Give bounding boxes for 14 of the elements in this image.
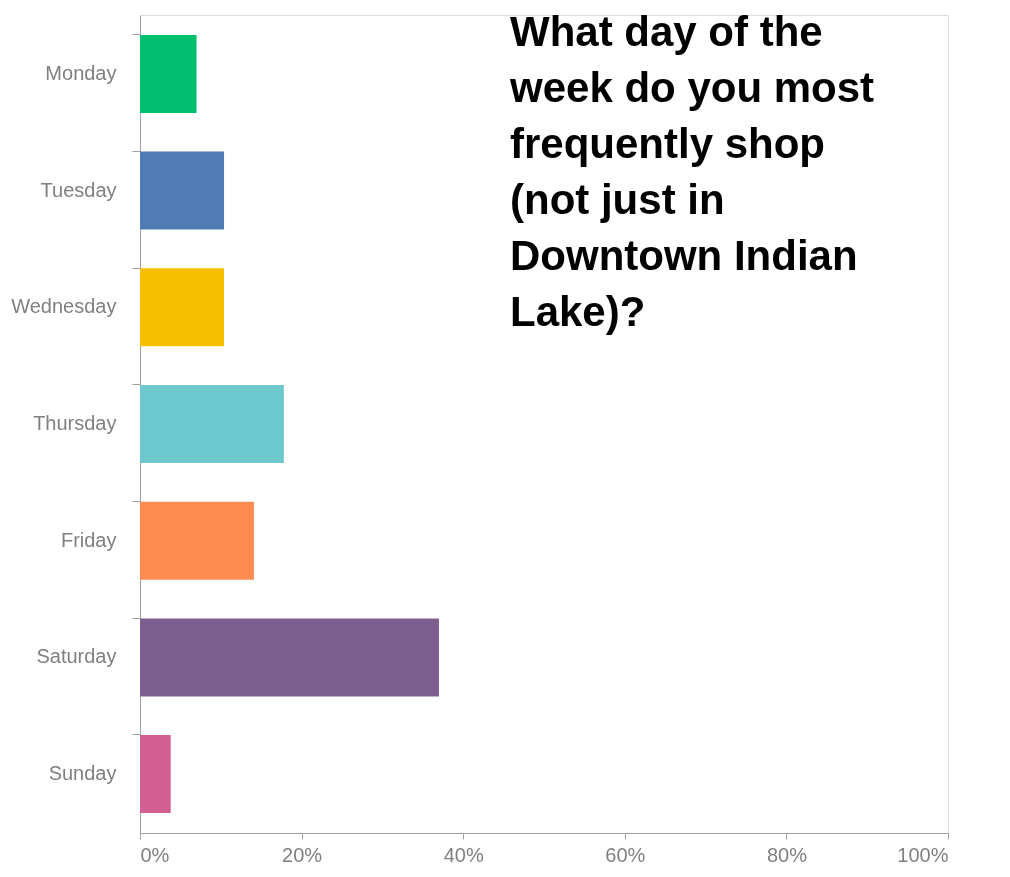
x-tick-label: 20% bbox=[282, 843, 323, 866]
y-tick-label: Sunday bbox=[48, 762, 117, 785]
y-tick-label: Friday bbox=[60, 528, 117, 551]
y-tick-label: Saturday bbox=[36, 645, 117, 668]
x-tick-label: 0% bbox=[140, 843, 170, 866]
y-tick-label: Wednesday bbox=[11, 295, 117, 318]
x-tick-label: 100% bbox=[897, 843, 949, 866]
x-tick-label: 80% bbox=[766, 843, 808, 866]
text: What day of the week do you most frequently shop (not just in Downtown Indian Lake)? bbox=[509, 8, 875, 335]
x-tick-label: 60% bbox=[605, 843, 646, 866]
y-tick-label: Monday bbox=[45, 61, 117, 84]
y-tick-label: Tuesday bbox=[40, 178, 117, 201]
x-tick-label: 40% bbox=[443, 843, 484, 866]
y-tick-label: Thursday bbox=[33, 412, 117, 434]
